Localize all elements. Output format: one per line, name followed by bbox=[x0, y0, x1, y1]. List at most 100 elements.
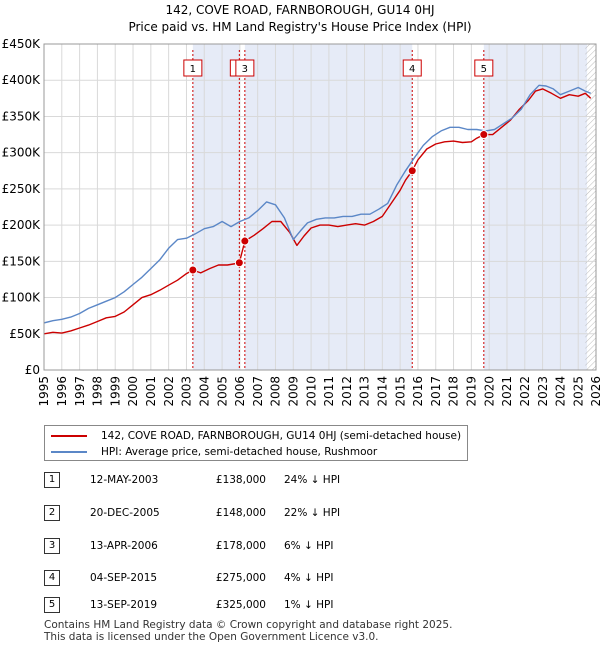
sale-row: 1 12-MAY-2003 £138,000 24% ↓ HPI bbox=[44, 472, 374, 488]
sale-marker-box bbox=[183, 59, 203, 77]
y-tick-label: £100K bbox=[2, 291, 42, 305]
sale-point bbox=[188, 265, 198, 275]
y-tick-label: £350K bbox=[2, 109, 42, 123]
x-tick-label: 2024 bbox=[554, 376, 568, 407]
legend-swatch-property bbox=[51, 435, 87, 437]
x-tick-label: 2004 bbox=[197, 376, 211, 407]
x-tick-label: 1999 bbox=[108, 376, 122, 407]
sale-marker-label: 1 bbox=[190, 64, 196, 75]
price-chart: 12345 £0£50K£100K£150K£200K£250K£300K£35… bbox=[2, 37, 600, 407]
y-tick-label: £0 bbox=[25, 363, 40, 377]
sale-number-badge: 1 bbox=[44, 472, 60, 488]
legend-item-hpi: HPI: Average price, semi-detached house,… bbox=[51, 444, 377, 460]
sale-marker-label: 3 bbox=[242, 64, 248, 75]
sale-row: 5 13-SEP-2019 £325,000 1% ↓ HPI bbox=[44, 597, 374, 613]
sale-point bbox=[234, 258, 244, 268]
y-tick-label: £200K bbox=[2, 218, 42, 232]
ownership-period-shade bbox=[483, 44, 588, 370]
sale-number-badge: 5 bbox=[44, 597, 60, 613]
hpi-line bbox=[44, 84, 591, 324]
sale-price: £275,000 bbox=[215, 572, 266, 584]
sale-marker-label: 4 bbox=[409, 64, 415, 75]
sale-row: 3 13-APR-2006 £178,000 6% ↓ HPI bbox=[44, 538, 374, 554]
sale-hpi-diff: 24% ↓ HPI bbox=[284, 474, 341, 486]
sale-number-badge: 3 bbox=[44, 538, 60, 554]
sale-number-badge: 2 bbox=[44, 505, 60, 521]
footer: Contains HM Land Registry data © Crown c… bbox=[44, 619, 452, 643]
sale-marker-box bbox=[402, 59, 422, 77]
x-tick-label: 2001 bbox=[144, 376, 158, 407]
x-tick-label: 1996 bbox=[55, 376, 69, 407]
footer-licence: This data is licensed under the Open Gov… bbox=[44, 631, 379, 643]
sale-point bbox=[479, 130, 489, 140]
sale-date: 04-SEP-2015 bbox=[90, 572, 158, 584]
sale-date: 12-MAY-2003 bbox=[90, 474, 159, 486]
property-price-line bbox=[44, 88, 592, 335]
y-tick-label: £150K bbox=[2, 254, 42, 268]
x-tick-label: 2005 bbox=[215, 376, 229, 407]
x-tick-label: 2014 bbox=[376, 376, 390, 407]
x-tick-label: 2009 bbox=[286, 376, 300, 407]
x-tick-label: 2012 bbox=[340, 376, 354, 407]
legend-label-property: 142, COVE ROAD, FARNBOROUGH, GU14 0HJ (s… bbox=[101, 430, 462, 442]
x-tick-label: 2002 bbox=[162, 376, 176, 407]
sale-date: 13-SEP-2019 bbox=[90, 599, 158, 611]
x-tick-label: 2016 bbox=[411, 376, 425, 407]
chart-title-line1: 142, COVE ROAD, FARNBOROUGH, GU14 0HJ bbox=[165, 3, 435, 17]
x-tick-label: 2017 bbox=[429, 376, 443, 407]
sale-price: £138,000 bbox=[215, 474, 266, 486]
sale-marker-box bbox=[474, 59, 494, 77]
chart-title: 142, COVE ROAD, FARNBOROUGH, GU14 0HJ Pr… bbox=[0, 2, 600, 36]
x-tick-label: 2021 bbox=[500, 376, 514, 407]
forecast-hatch bbox=[585, 44, 596, 370]
x-tick-label: 2022 bbox=[518, 376, 532, 407]
sale-marker-label: 5 bbox=[481, 64, 487, 75]
x-tick-label: 1997 bbox=[73, 376, 87, 407]
legend-item-property: 142, COVE ROAD, FARNBOROUGH, GU14 0HJ (s… bbox=[51, 428, 461, 444]
y-tick-label: £300K bbox=[2, 146, 42, 160]
x-tick-label: 2007 bbox=[251, 376, 265, 407]
x-tick-label: 2013 bbox=[358, 376, 372, 407]
sale-number-badge: 4 bbox=[44, 570, 60, 586]
ownership-period-shade bbox=[192, 44, 240, 370]
sale-hpi-diff: 1% ↓ HPI bbox=[284, 599, 334, 611]
chart-title-line2: Price paid vs. HM Land Registry's House … bbox=[128, 20, 472, 34]
sale-price: £325,000 bbox=[215, 599, 266, 611]
x-tick-label: 2006 bbox=[233, 376, 247, 407]
sale-price: £178,000 bbox=[215, 540, 266, 552]
sale-hpi-diff: 6% ↓ HPI bbox=[284, 540, 334, 552]
x-tick-label: 2018 bbox=[447, 376, 461, 407]
legend-swatch-hpi bbox=[51, 451, 87, 453]
x-tick-label: 2011 bbox=[322, 376, 336, 407]
sale-date: 20-DEC-2005 bbox=[90, 507, 160, 519]
sale-date: 13-APR-2006 bbox=[90, 540, 158, 552]
sale-hpi-diff: 4% ↓ HPI bbox=[284, 572, 334, 584]
sale-price: £148,000 bbox=[215, 507, 266, 519]
x-tick-label: 2015 bbox=[393, 376, 407, 407]
sale-marker-box bbox=[235, 59, 255, 77]
sale-row: 4 04-SEP-2015 £275,000 4% ↓ HPI bbox=[44, 570, 374, 586]
x-tick-label: 2000 bbox=[126, 376, 140, 407]
footer-copyright: Contains HM Land Registry data © Crown c… bbox=[44, 619, 453, 631]
plot-frame bbox=[43, 43, 597, 371]
x-tick-label: 2008 bbox=[269, 376, 283, 407]
y-tick-label: £450K bbox=[2, 37, 42, 51]
sale-row: 2 20-DEC-2005 £148,000 22% ↓ HPI bbox=[44, 505, 374, 521]
x-tick-label: 2010 bbox=[304, 376, 318, 407]
sale-point bbox=[240, 236, 250, 246]
x-tick-label: 2025 bbox=[571, 376, 585, 407]
x-tick-label: 2020 bbox=[482, 376, 496, 407]
sale-hpi-diff: 22% ↓ HPI bbox=[284, 507, 341, 519]
x-tick-label: 2023 bbox=[536, 376, 550, 407]
y-tick-label: £50K bbox=[9, 327, 41, 341]
x-tick-label: 2003 bbox=[180, 376, 194, 407]
sale-point bbox=[407, 166, 417, 176]
x-tick-label: 2019 bbox=[465, 376, 479, 407]
y-tick-label: £250K bbox=[2, 182, 42, 196]
chart-legend: 142, COVE ROAD, FARNBOROUGH, GU14 0HJ (s… bbox=[44, 425, 468, 461]
x-tick-label: 2026 bbox=[589, 376, 600, 407]
legend-label-hpi: HPI: Average price, semi-detached house,… bbox=[101, 446, 378, 458]
x-tick-label: 1995 bbox=[37, 376, 51, 407]
x-tick-label: 1998 bbox=[91, 376, 105, 407]
y-tick-label: £400K bbox=[2, 73, 42, 87]
